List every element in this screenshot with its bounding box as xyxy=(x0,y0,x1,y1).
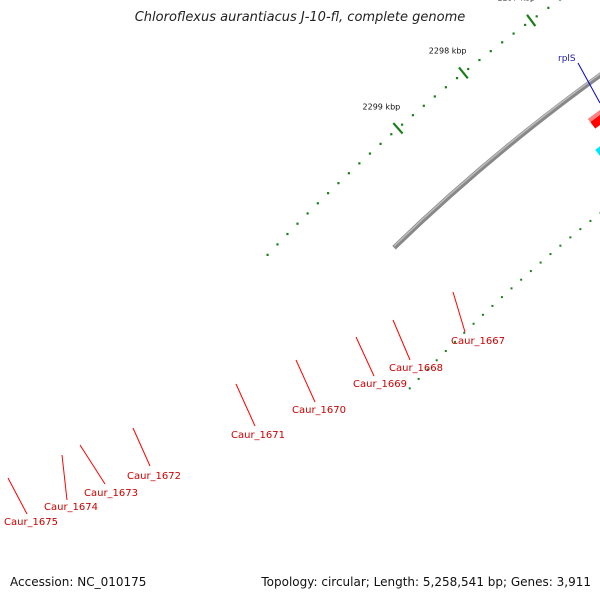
scale-dot xyxy=(411,114,415,117)
scale-dot xyxy=(422,104,425,107)
inner-scale-dot xyxy=(481,313,484,316)
scale-dot xyxy=(379,142,382,145)
scale-dot xyxy=(512,32,515,35)
scale-dot xyxy=(266,253,269,256)
marker-label: rplS xyxy=(558,54,576,64)
leader-line xyxy=(132,427,151,467)
map-title: Chloroflexus aurantiacus J-10-fl, comple… xyxy=(134,10,466,25)
genome-summary-text: Topology: circular; Length: 5,258,541 bp… xyxy=(261,575,591,589)
gene-label-caur_1670: Caur_1670 xyxy=(292,405,346,416)
scale-dot xyxy=(276,243,279,246)
scale-dot xyxy=(327,192,330,195)
inner-scale-dot xyxy=(463,331,466,334)
forward-cds-highlight xyxy=(588,110,600,123)
leader-line xyxy=(392,319,411,361)
inner-scale-dot xyxy=(510,287,513,290)
scale-dot xyxy=(478,58,481,62)
scale-tick xyxy=(458,66,469,80)
gene-labels: Caur_1667 Caur_1668 Caur_1669 Caur_1670 Caur… xyxy=(4,336,505,528)
leader-line xyxy=(295,359,316,403)
inner-scale-dot xyxy=(579,228,582,231)
leader-line xyxy=(355,336,375,377)
gene-label-caur_1674: Caur_1674 xyxy=(44,502,98,513)
scale-dot xyxy=(337,182,340,185)
inner-scale-dot xyxy=(500,296,503,299)
leader-line xyxy=(79,444,106,485)
backbone-arc xyxy=(392,72,600,250)
gene-label-caur_1668: Caur_1668 xyxy=(389,363,443,374)
scale-dot xyxy=(547,6,550,9)
rpls-marker: rplS xyxy=(558,54,600,104)
cog-cyan xyxy=(595,146,600,157)
scale-tick-labels: 2288 kbp2289 kbp2290 kbp2291 kbp2292 kbp… xyxy=(363,0,536,112)
inner-scale-dot xyxy=(444,350,447,353)
scale-dot xyxy=(535,15,538,18)
scale-dot xyxy=(524,23,527,27)
label-leader-lines xyxy=(7,291,466,515)
inner-scale-dot xyxy=(569,236,572,239)
genome-backbone xyxy=(392,72,600,250)
inner-scale-dot xyxy=(435,359,438,362)
gene-label-caur_1671: Caur_1671 xyxy=(231,430,285,441)
inner-scale-dot xyxy=(539,261,542,264)
tick-label: 2299 kbp xyxy=(363,103,401,112)
scale-dot xyxy=(467,67,470,71)
gene-label-caur_1669: Caur_1669 xyxy=(353,379,407,390)
leader-line xyxy=(452,291,466,333)
inner-scale-dot xyxy=(529,270,532,273)
tick-label: 2297 kbp xyxy=(497,0,535,2)
gene-label-caur_1672: Caur_1672 xyxy=(127,471,181,482)
inner-scale-dot xyxy=(589,219,592,222)
inner-scale-dot xyxy=(549,253,552,256)
leader-line xyxy=(7,477,28,515)
scale-dot xyxy=(390,133,393,136)
gene-label-caur_1675: Caur_1675 xyxy=(4,517,58,528)
scale-tick xyxy=(526,14,537,27)
scale-ticks xyxy=(392,14,537,135)
inner-scale-dot xyxy=(559,244,562,247)
scale-tick xyxy=(392,122,404,135)
inner-scale-dot xyxy=(426,368,429,371)
scale-dot xyxy=(400,123,404,126)
gene-label-caur_1667: Caur_1667 xyxy=(451,336,505,347)
inner-scale-dot xyxy=(408,387,411,390)
scale-dot xyxy=(316,202,319,205)
inner-scale-dot xyxy=(491,304,494,307)
inner-scale-dot xyxy=(520,278,523,281)
gene-label-caur_1673: Caur_1673 xyxy=(84,488,138,499)
inner-scale-dot xyxy=(417,377,420,380)
scale-dot xyxy=(558,0,562,1)
marker-line xyxy=(577,62,600,104)
scale-dot xyxy=(358,162,361,165)
inner-scale-dot xyxy=(453,340,456,343)
scale-dot xyxy=(347,172,350,175)
accession-text: Accession: NC_010175 xyxy=(10,575,147,589)
scale-dot xyxy=(296,222,299,225)
scale-dot xyxy=(455,77,459,80)
tick-label: 2298 kbp xyxy=(429,46,467,55)
scale-dot xyxy=(489,50,492,53)
scale-dot xyxy=(286,232,289,236)
backbone-highlight xyxy=(393,73,600,247)
leader-line xyxy=(61,454,68,501)
scale-dot xyxy=(368,152,372,155)
leader-line xyxy=(235,383,256,427)
scale-dot xyxy=(444,86,447,89)
scale-dots xyxy=(266,0,600,390)
scale-dot xyxy=(501,41,504,44)
scale-dot xyxy=(306,212,309,215)
scale-dot xyxy=(433,95,436,98)
inner-scale-dot xyxy=(472,322,475,325)
gene-tracks xyxy=(588,110,600,157)
